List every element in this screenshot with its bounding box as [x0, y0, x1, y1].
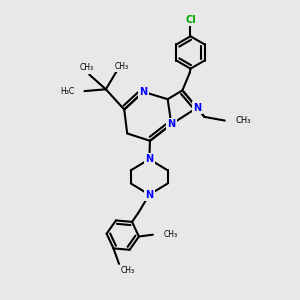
Text: CH₃: CH₃ — [114, 62, 128, 71]
Text: N: N — [167, 119, 175, 129]
Text: H₃C: H₃C — [60, 87, 74, 96]
Text: CH₃: CH₃ — [236, 116, 251, 125]
Text: N: N — [145, 190, 153, 200]
Text: Cl: Cl — [185, 15, 196, 25]
Text: N: N — [145, 154, 153, 164]
Text: CH₃: CH₃ — [163, 230, 177, 239]
Text: CH₃: CH₃ — [121, 266, 135, 275]
Text: N: N — [139, 87, 147, 97]
Text: N: N — [193, 103, 201, 113]
Text: CH₃: CH₃ — [80, 63, 94, 72]
